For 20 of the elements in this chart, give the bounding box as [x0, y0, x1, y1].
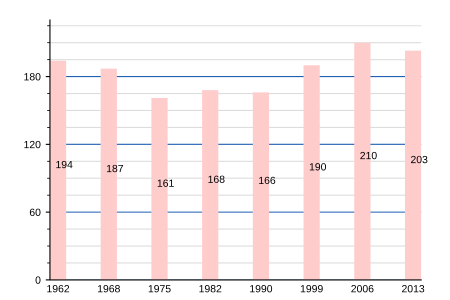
- x-tick-label: 1968: [98, 285, 120, 292]
- y-tick-label: 120: [24, 140, 41, 148]
- data-label: 187: [106, 164, 124, 172]
- y-tick-label: 180: [24, 73, 41, 80]
- data-label: 168: [208, 176, 225, 183]
- data-label: 166: [259, 176, 276, 184]
- y-tick-label: 60: [30, 208, 41, 216]
- x-tick-label: 2013: [402, 285, 424, 292]
- x-tick-label: 2006: [351, 285, 374, 292]
- x-tick-label: 1999: [300, 285, 323, 292]
- x-tick-label: 1962: [47, 285, 70, 292]
- data-label: 203: [411, 156, 428, 164]
- x-tick-label: 1975: [148, 285, 171, 292]
- x-tick-label: 1990: [250, 285, 272, 292]
- x-tick-label: 1982: [199, 285, 222, 292]
- data-label: 161: [158, 180, 174, 187]
- data-label: 194: [56, 160, 73, 168]
- data-label: 190: [310, 163, 326, 171]
- data-label: 210: [360, 152, 377, 160]
- y-tick-label: 0: [36, 276, 41, 284]
